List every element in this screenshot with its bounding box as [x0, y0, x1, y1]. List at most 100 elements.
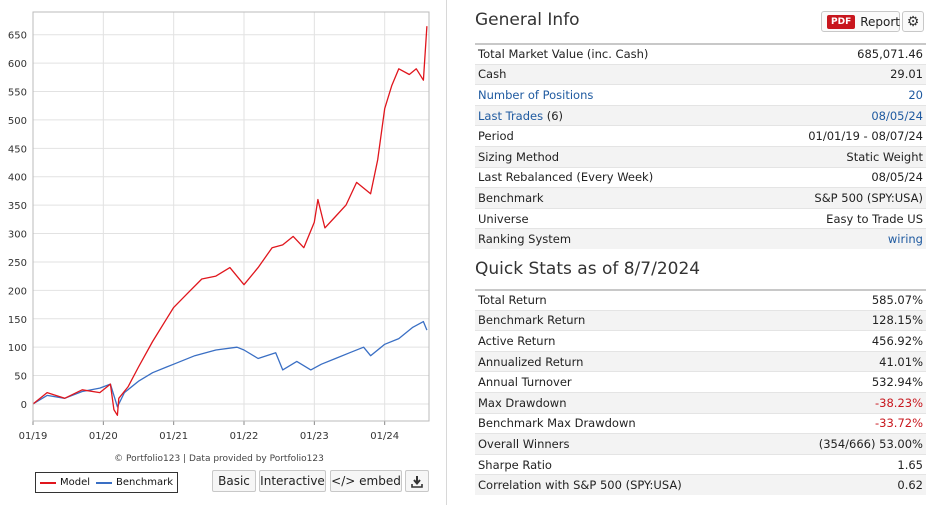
basic-chart-button[interactable]: Basic: [212, 470, 256, 492]
x-tick-label: 01/21: [159, 431, 188, 442]
info-label: Last Rebalanced (Every Week): [478, 170, 654, 185]
stat-label: Correlation with S&P 500 (SPY:USA): [478, 478, 682, 493]
stat-row-benchmark-max-drawdown: Benchmark Max Drawdown -33.72%: [475, 412, 926, 434]
info-label: Ranking System: [478, 232, 572, 247]
info-value: 08/05/24: [871, 170, 923, 185]
download-icon: [411, 475, 423, 488]
chart-credit: © Portfolio123 | Data provided by Portfo…: [114, 454, 324, 464]
legend-label-model: Model: [60, 477, 91, 488]
y-tick-label: 350: [8, 201, 27, 212]
series-line-benchmark: [32, 320, 428, 408]
info-label: Benchmark: [478, 190, 544, 205]
stat-label: Benchmark Return: [478, 313, 586, 328]
legend-item-model[interactable]: Model: [40, 477, 90, 488]
info-label: Universe: [478, 211, 529, 226]
info-label: Period: [478, 129, 514, 144]
info-label: Sizing Method: [478, 149, 560, 164]
stat-row-benchmark-return: Benchmark Return 128.15%: [475, 309, 926, 331]
stat-row-active-return: Active Return 456.92%: [475, 330, 926, 351]
stat-label: Total Return: [478, 293, 547, 308]
info-value: Static Weight: [846, 149, 923, 164]
info-label: Cash: [478, 67, 507, 82]
number-of-positions-value-link[interactable]: 20: [908, 87, 923, 102]
y-tick-label: 450: [8, 144, 27, 155]
stat-row-correlation: Correlation with S&P 500 (SPY:USA) 0.62: [475, 474, 926, 495]
plot-area: [32, 11, 430, 422]
last-trades-count: (6): [543, 108, 564, 123]
x-tick-label: 01/19: [19, 431, 48, 442]
y-tick-label: 50: [14, 372, 27, 383]
legend-item-benchmark[interactable]: Benchmark: [96, 477, 173, 488]
info-row-number-of-positions: Number of Positions 20: [475, 84, 926, 105]
y-tick-label: 500: [8, 116, 27, 127]
stat-label: Benchmark Max Drawdown: [478, 416, 636, 431]
stat-value: 0.62: [897, 478, 923, 493]
y-tick-label: 650: [8, 31, 27, 42]
info-row-sizing-method: Sizing Method Static Weight: [475, 145, 926, 167]
stat-row-sharpe-ratio: Sharpe Ratio 1.65: [475, 453, 926, 475]
y-axis: 0 50 100 150 200 250 300 350 400 450 500 550 600 650: [8, 31, 27, 411]
y-tick-label: 0: [21, 400, 27, 411]
pdf-report-button[interactable]: PDF Report: [821, 11, 900, 32]
stat-label: Annualized Return: [478, 354, 584, 369]
ranking-system-link[interactable]: wiring: [887, 232, 923, 247]
y-tick-label: 550: [8, 88, 27, 99]
info-row-benchmark: Benchmark S&P 500 (SPY:USA): [475, 187, 926, 208]
legend-swatch-model: [40, 481, 56, 484]
performance-chart-panel: 0 50 100 150 200 250 300 350 400 450 500 550 600 650 …: [0, 0, 447, 505]
stat-value: 585.07%: [871, 293, 923, 308]
number-of-positions-link[interactable]: Number of Positions: [478, 87, 594, 102]
stat-label: Overall Winners: [478, 436, 570, 451]
last-trades-date-link[interactable]: 08/05/24: [871, 108, 923, 123]
chart-grid: [32, 12, 429, 421]
stat-value: 128.15%: [871, 313, 923, 328]
y-tick-label: 250: [8, 258, 27, 269]
info-value: 29.01: [890, 67, 923, 82]
info-value: 685,071.46: [857, 47, 923, 62]
info-value: S&P 500 (SPY:USA): [814, 190, 923, 205]
x-tick-label: 01/24: [370, 431, 399, 442]
interactive-chart-button[interactable]: Interactive: [259, 470, 326, 492]
y-tick-label: 150: [8, 315, 27, 326]
y-tick-label: 600: [8, 59, 27, 70]
info-row-cash: Cash 29.01: [475, 63, 926, 85]
x-tick-label: 01/23: [300, 431, 329, 442]
stat-value: 532.94%: [871, 375, 923, 390]
chart-series: [32, 26, 428, 416]
x-tick-label: 01/22: [230, 431, 259, 442]
stat-label: Annual Turnover: [478, 375, 572, 390]
stat-value: -38.23%: [875, 395, 923, 410]
info-value: Easy to Trade US: [826, 211, 923, 226]
last-trades-link[interactable]: Last Trades: [478, 108, 544, 123]
general-info-table: Total Market Value (inc. Cash) 685,071.4…: [475, 43, 926, 249]
info-label: Total Market Value (inc. Cash): [478, 47, 649, 62]
series-line-model: [32, 26, 428, 416]
x-tick-label: 01/20: [89, 431, 118, 442]
x-axis: 01/19 01/20 01/21 01/22 01/23 01/24: [19, 421, 399, 442]
stat-value: -33.72%: [875, 416, 923, 431]
settings-button[interactable]: ⚙: [902, 11, 924, 32]
download-button[interactable]: [405, 470, 429, 492]
y-tick-label: 100: [8, 343, 27, 354]
stat-value: (354/666) 53.00%: [818, 436, 923, 451]
info-row-last-rebalanced: Last Rebalanced (Every Week) 08/05/24: [475, 166, 926, 188]
pdf-badge: PDF: [827, 14, 856, 29]
stat-value: 456.92%: [871, 333, 923, 348]
stat-row-overall-winners: Overall Winners (354/666) 53.00%: [475, 433, 926, 454]
gear-icon: ⚙: [906, 13, 920, 30]
general-info-title: General Info: [475, 10, 580, 30]
legend-label-benchmark: Benchmark: [116, 477, 173, 488]
quick-stats-table: Total Return 585.07% Benchmark Return 12…: [475, 289, 926, 495]
info-value: 01/01/19 - 08/07/24: [808, 129, 923, 144]
quick-stats-title: Quick Stats as of 8/7/2024: [475, 259, 701, 279]
stat-row-max-drawdown: Max Drawdown -38.23%: [475, 391, 926, 413]
stat-value: 1.65: [897, 457, 923, 472]
y-tick-label: 200: [8, 286, 27, 297]
info-row-universe: Universe Easy to Trade US: [475, 207, 926, 229]
info-label: Last Trades (6): [478, 109, 563, 123]
embed-button[interactable]: </> embed: [330, 470, 402, 492]
info-row-period: Period 01/01/19 - 08/07/24: [475, 125, 926, 146]
stat-value: 41.01%: [879, 354, 923, 369]
stat-row-annual-turnover: Annual Turnover 532.94%: [475, 371, 926, 392]
stat-label: Active Return: [478, 333, 556, 348]
